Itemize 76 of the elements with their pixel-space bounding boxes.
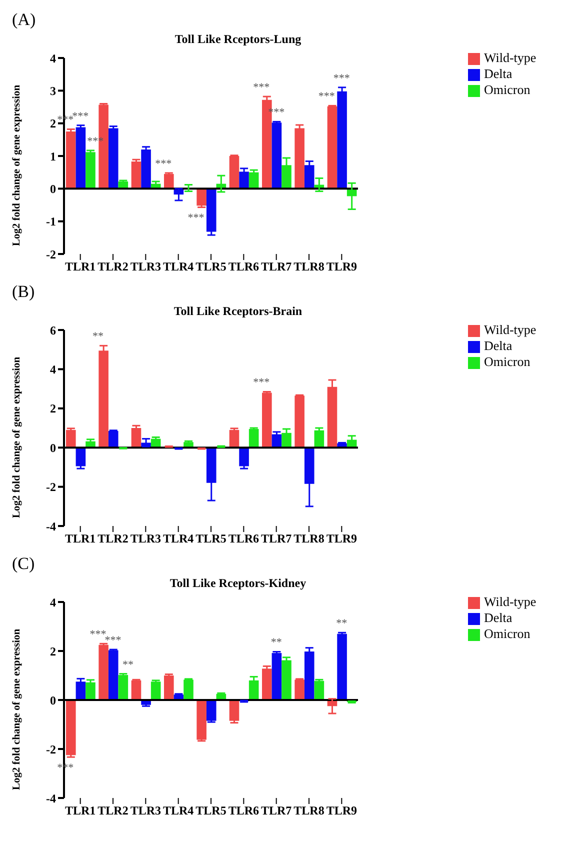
y-tick-label: -2 <box>46 742 56 756</box>
annotation: *** <box>318 90 335 103</box>
x-tick-label: TLR6 <box>228 532 260 546</box>
y-axis-title: Log2 fold change of gene expression <box>12 628 23 790</box>
x-tick-label: TLR7 <box>260 804 292 818</box>
x-tick-label: TLR3 <box>130 804 162 818</box>
legend-label: Delta <box>484 610 512 625</box>
x-tick-label: TLR7 <box>260 532 292 546</box>
x-tick-label: TLR4 <box>162 532 194 546</box>
annotation: *** <box>72 110 89 122</box>
annotation: *** <box>104 634 122 647</box>
legend-label: Delta <box>484 66 512 81</box>
x-tick-label: TLR4 <box>162 804 194 818</box>
text: (A) <box>12 10 36 30</box>
chart-title: Toll Like Rceptors-Brain <box>172 304 304 319</box>
y-tick-label: 2 <box>50 644 56 658</box>
text: (C) <box>12 554 35 574</box>
x-tick-label: TLR6 <box>228 804 260 818</box>
legend-label: Wild-type <box>484 322 536 337</box>
y-axis-title: Log2 fold change of gene expression <box>12 84 23 246</box>
annotation: ** <box>92 330 104 343</box>
x-tick-label: TLR1 <box>64 804 96 818</box>
legend-label: Omicron <box>484 626 530 641</box>
x-tick-label: TLR7 <box>260 260 292 274</box>
x-tick-label: TLR1 <box>64 532 96 546</box>
y-tick-label: 0 <box>50 440 56 455</box>
x-tick-label: TLR8 <box>294 260 324 274</box>
annotation: ** <box>336 618 348 630</box>
x-tick-label: TLR8 <box>294 804 324 818</box>
annotation: *** <box>155 158 172 170</box>
x-tick-label: TLR9 <box>326 532 358 546</box>
y-tick-label: -2 <box>46 480 56 494</box>
x-tick-label: TLR5 <box>196 260 226 274</box>
x-tick-label: TLR9 <box>326 804 358 818</box>
x-tick-label: TLR2 <box>98 804 128 818</box>
y-tick-label: 2 <box>50 116 56 131</box>
annotation: *** <box>253 376 270 389</box>
legend-label: Omicron <box>484 82 530 97</box>
y-axis-title: Log2 fold change of gene expression <box>12 356 23 518</box>
annotation: *** <box>90 628 106 641</box>
x-tick-label: TLR3 <box>130 260 162 274</box>
x-tick-label: TLR8 <box>294 532 324 546</box>
x-tick-label: TLR3 <box>130 532 162 546</box>
legend-label: Wild-type <box>484 594 536 609</box>
annotation: *** <box>253 82 270 94</box>
text: (B) <box>12 282 35 302</box>
y-tick-label: 6 <box>50 323 56 338</box>
x-tick-label: TLR2 <box>98 532 128 546</box>
x-tick-label: TLR9 <box>326 260 358 274</box>
y-tick-label: 4 <box>50 362 56 376</box>
x-tick-label: TLR2 <box>98 260 128 274</box>
y-tick-label: -4 <box>46 519 56 534</box>
x-tick-label: TLR5 <box>196 532 226 546</box>
x-tick-label: TLR4 <box>162 260 194 274</box>
x-tick-label: TLR5 <box>196 804 226 818</box>
chart-title: Toll Like Rceptors-Lung <box>174 32 302 47</box>
annotation: *** <box>188 212 204 224</box>
y-tick-label: 4 <box>50 595 56 610</box>
legend-label: Omicron <box>484 354 530 369</box>
annotation: ** <box>270 636 282 649</box>
y-tick-label: -2 <box>46 247 56 262</box>
annotation: ** <box>122 658 134 671</box>
legend-label: Wild-type <box>484 50 536 65</box>
y-tick-label: 0 <box>50 182 56 196</box>
y-tick-label: 3 <box>50 84 56 98</box>
y-tick-label: 2 <box>50 402 56 416</box>
y-tick-label: 0 <box>50 693 56 708</box>
chart-title: Toll Like Rceptors-Kidney <box>168 576 308 591</box>
x-tick-label: TLR1 <box>64 260 96 274</box>
y-tick-label: -4 <box>46 791 56 806</box>
legend-label: Delta <box>484 338 512 353</box>
y-tick-label: -1 <box>46 214 56 229</box>
y-tick-label: 1 <box>50 149 56 164</box>
y-tick-label: 4 <box>50 51 56 66</box>
x-tick-label: TLR6 <box>228 260 260 274</box>
annotation: *** <box>333 72 350 84</box>
